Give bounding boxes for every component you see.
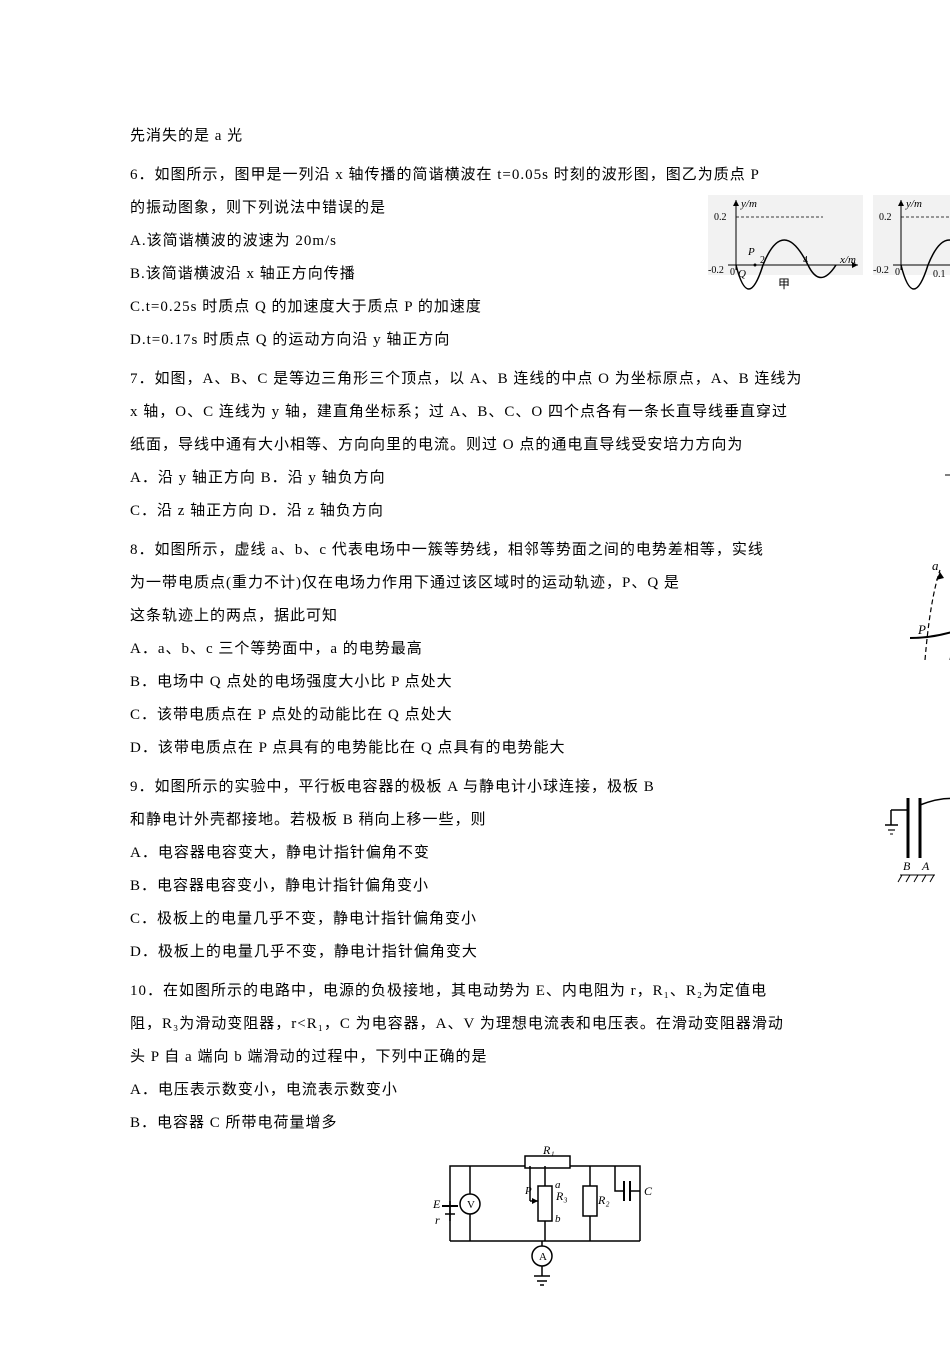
svg-text:P: P bbox=[747, 246, 755, 258]
svg-text:-0.2: -0.2 bbox=[873, 265, 889, 276]
svg-text:0.2: 0.2 bbox=[879, 212, 892, 223]
q8-option-b: B．电场中 Q 点处的电场强度大小比 P 点处大 bbox=[130, 666, 820, 699]
svg-text:0.1: 0.1 bbox=[933, 269, 946, 280]
q8-option-c: C．该带电质点在 P 点处的动能比在 Q 点处大 bbox=[130, 699, 820, 732]
physics-exam-page: 先消失的是 a 光 6．如图所示，图甲是一列沿 x 轴传播的简谐横波在 t=0.… bbox=[0, 0, 950, 1361]
q9-stem-1: 9．如图所示的实验中，平行板电容器的极板 A 与静电计小球连接，极板 B bbox=[130, 771, 820, 804]
q7-figure: x y × × × × A B O C bbox=[940, 380, 950, 500]
q10-option-a: A．电压表示数变小，电流表示数变小 bbox=[130, 1074, 820, 1107]
q10-stem-2: 阻，R₃为滑动变阻器，r<R₁，C 为电容器，A、V 为理想电流表和电压表。在滑… bbox=[130, 1008, 820, 1041]
svg-text:V: V bbox=[467, 1199, 475, 1211]
q6-figure: y/m x/m 0.2 -0.2 0 2 4 P Q 甲 y/m t/s 0.2 bbox=[708, 195, 950, 290]
svg-text:A: A bbox=[539, 1251, 547, 1263]
q8-stem-2: 为一带电质点(重力不计)仅在电场力作用下通过该区域时的运动轨迹，P、Q 是 bbox=[130, 567, 820, 600]
q8-stem-1: 8．如图所示，虚线 a、b、c 代表电场中一簇等势线，相邻等势面之间的电势差相等… bbox=[130, 534, 820, 567]
q9-stem-2: 和静电计外壳都接地。若极板 B 稍向上移一些，则 bbox=[130, 804, 820, 837]
q10-stem-1: 10．在如图所示的电路中，电源的负极接地，其电动势为 E、内电阻为 r，R₁、R… bbox=[130, 975, 820, 1008]
q9-option-b: B．电容器电容变小，静电计指针偏角变小 bbox=[130, 870, 820, 903]
q10-option-b: B．电容器 C 所带电荷量增多 bbox=[130, 1107, 820, 1140]
svg-text:甲: 甲 bbox=[778, 277, 790, 290]
q8-option-a: A．a、b、c 三个等势面中，a 的电势最高 bbox=[130, 633, 820, 666]
q7-option-cd: C．沿 z 轴正方向 D．沿 z 轴负方向 bbox=[130, 495, 820, 528]
q9-option-d: D．极板上的电量几乎不变，静电计指针偏角变大 bbox=[130, 936, 820, 969]
q8-stem-3: 这条轨迹上的两点，据此可知 bbox=[130, 600, 820, 633]
svg-text:0: 0 bbox=[730, 267, 735, 278]
svg-text:B: B bbox=[903, 859, 911, 873]
q6-option-c: C.t=0.25s 时质点 Q 的加速度大于质点 P 的加速度 bbox=[130, 291, 820, 324]
q7-stem-3: 纸面，导线中通有大小相等、方向向里的电流。则过 O 点的通电直导线受安培力方向为 bbox=[130, 429, 820, 462]
q7-stem-1: 7．如图，A、B、C 是等边三角形三个顶点，以 A、B 连线的中点 O 为坐标原… bbox=[130, 363, 820, 396]
svg-text:R₃: R₃ bbox=[555, 1189, 568, 1203]
svg-text:0.2: 0.2 bbox=[714, 212, 727, 223]
svg-text:y/m: y/m bbox=[740, 198, 757, 210]
q9-option-a: A．电容器电容变大，静电计指针偏角不变 bbox=[130, 837, 820, 870]
svg-text:E: E bbox=[432, 1197, 441, 1211]
q6-option-d: D.t=0.17s 时质点 Q 的运动方向沿 y 轴正方向 bbox=[130, 324, 820, 357]
q7-stem-2: x 轴，O、C 连线为 y 轴，建直角坐标系；过 A、B、C、O 四个点各有一条… bbox=[130, 396, 820, 429]
svg-text:-0.2: -0.2 bbox=[708, 265, 724, 276]
q7-option-ab: A．沿 y 轴正方向 B．沿 y 轴负方向 bbox=[130, 462, 820, 495]
q8-option-d: D．该带电质点在 P 点具有的电势能比在 Q 点具有的电势能大 bbox=[130, 732, 820, 765]
q10-figure: R₁ V E r R₃ P a b R₂ C A bbox=[430, 1146, 820, 1301]
svg-text:R₁: R₁ bbox=[542, 1146, 555, 1157]
svg-text:R₂: R₂ bbox=[597, 1193, 610, 1207]
svg-text:x/m: x/m bbox=[839, 254, 856, 266]
svg-text:C: C bbox=[644, 1184, 653, 1198]
svg-text:y/m: y/m bbox=[905, 198, 922, 210]
svg-text:Q: Q bbox=[738, 268, 746, 280]
preamble-line: 先消失的是 a 光 bbox=[130, 120, 820, 153]
q9-figure: B A bbox=[880, 790, 950, 890]
svg-text:A: A bbox=[921, 859, 930, 873]
svg-text:P: P bbox=[524, 1185, 532, 1197]
svg-text:b: b bbox=[555, 1213, 561, 1225]
svg-text:r: r bbox=[435, 1213, 440, 1227]
svg-text:a: a bbox=[932, 560, 939, 573]
q10-stem-3: 头 P 自 a 端向 b 端滑动的过程中，下列中正确的是 bbox=[130, 1041, 820, 1074]
q6-stem-1: 6．如图所示，图甲是一列沿 x 轴传播的简谐横波在 t=0.05s 时刻的波形图… bbox=[130, 159, 820, 192]
svg-text:0: 0 bbox=[895, 267, 900, 278]
q9-option-c: C．极板上的电量几乎不变，静电计指针偏角变小 bbox=[130, 903, 820, 936]
q8-figure: a b c P Q bbox=[900, 560, 950, 670]
svg-text:a: a bbox=[555, 1179, 561, 1191]
svg-text:P: P bbox=[917, 622, 926, 637]
